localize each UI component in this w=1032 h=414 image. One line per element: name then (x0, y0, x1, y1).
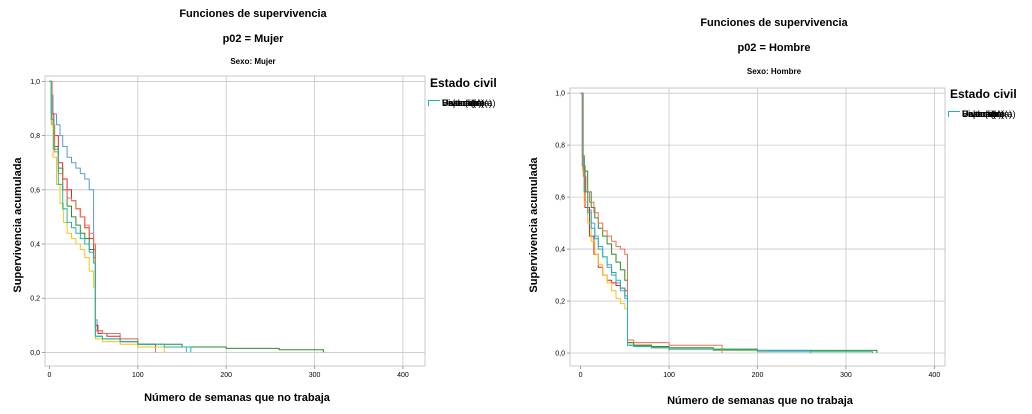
y-tick-label: 0,0 (555, 351, 565, 358)
legend-label: Casado(a) (442, 98, 485, 108)
x-tick-label: 0 (47, 372, 51, 379)
series-line-Viudo(a) (580, 92, 723, 353)
x-tick-label: 400 (929, 372, 941, 379)
y-tick-label: 1,0 (30, 79, 40, 86)
legend-label: Separado(a) (442, 98, 493, 108)
chart-panel-mujer: Funciones de supervivencia p02 = Mujer S… (12, 8, 497, 404)
legend-swatch (428, 100, 440, 106)
x-tick-label: 300 (840, 372, 852, 379)
y-tick-label: 0,6 (30, 187, 40, 194)
legend-label: Unión libre (962, 109, 1006, 119)
series-line-Unión libre (580, 92, 767, 353)
chart-subtitle: p02 = Hombre (737, 42, 811, 54)
y-tick-label: 0,8 (30, 133, 40, 140)
series-line-Separado(a) (49, 80, 156, 353)
y-tick-label: 0,6 (555, 195, 565, 202)
legend-label: Casado(a) (962, 109, 1005, 119)
legend-entry: Soltero(a) (428, 98, 482, 108)
y-tick-label: 0,2 (555, 299, 565, 306)
legend-label: Divorciado(a) (962, 109, 1016, 119)
legend-title: Estado civil (430, 76, 497, 90)
series-line-Casado(a) (580, 92, 812, 353)
legend-label: Viudo(a) (442, 98, 476, 108)
legend-swatch (948, 111, 960, 117)
chart-panel-hombre: Funciones de supervivencia p02 = Hombre … (516, 0, 1032, 414)
series-line-Separado(a) (580, 92, 670, 351)
legend-title: Estado civil (950, 87, 1017, 101)
legend-label: Unión libre (442, 98, 486, 108)
y-tick-label: 0,2 (30, 296, 40, 303)
chart-subtitle: p02 = Mujer (222, 33, 284, 45)
series-line-Unión libre (49, 80, 165, 353)
x-tick-label: 200 (752, 372, 764, 379)
legend-label: Soltero(a) (962, 109, 1002, 119)
y-tick-label: 0,4 (30, 242, 40, 249)
x-axis-label: Número de semanas que no trabaja (667, 395, 853, 407)
legend-label: Viudo(a) (962, 109, 996, 119)
x-tick-label: 200 (220, 372, 232, 379)
chart-title: Funciones de supervivencia (179, 8, 327, 20)
x-tick-label: 0 (579, 372, 583, 379)
x-tick-label: 400 (397, 372, 409, 379)
plot-frame (44, 75, 426, 367)
legend-label: Soltero(a) (442, 98, 482, 108)
x-tick-label: 300 (309, 372, 321, 379)
plot-area: 0,0 0,2 0,4 0,6 0,8 1,0 0 100 200 300 400 (30, 75, 426, 379)
legend-label: Divorciado(a) (442, 98, 496, 108)
x-tick-label: 100 (663, 372, 675, 379)
y-tick-label: 0,8 (555, 143, 565, 150)
y-tick-label: 0,4 (555, 247, 565, 254)
panel-label: Sexo: Hombre (746, 67, 802, 76)
y-tick-label: 0,0 (30, 350, 40, 357)
series-line-Casado(a) (49, 80, 187, 353)
chart-title: Funciones de supervivencia (700, 17, 848, 29)
series-line-Viudo(a) (49, 80, 156, 353)
series-line-Soltero(a) (49, 80, 192, 353)
legend-label: Separado(a) (962, 109, 1013, 119)
panel-label: Sexo: Mujer (230, 57, 276, 66)
series-line-Divorciado(a) (580, 92, 878, 353)
series-line-Soltero(a) (580, 92, 873, 353)
x-axis-label: Número de semanas que no trabaja (144, 392, 330, 404)
legend-entry: Soltero(a) (948, 109, 1002, 119)
x-tick-label: 100 (132, 372, 144, 379)
y-tick-label: 1,0 (555, 91, 565, 98)
series-line-Divorciado(a) (49, 80, 324, 353)
plot-area: 0,0 0,2 0,4 0,6 0,8 1,0 0 100 200 300 400 (555, 87, 946, 379)
